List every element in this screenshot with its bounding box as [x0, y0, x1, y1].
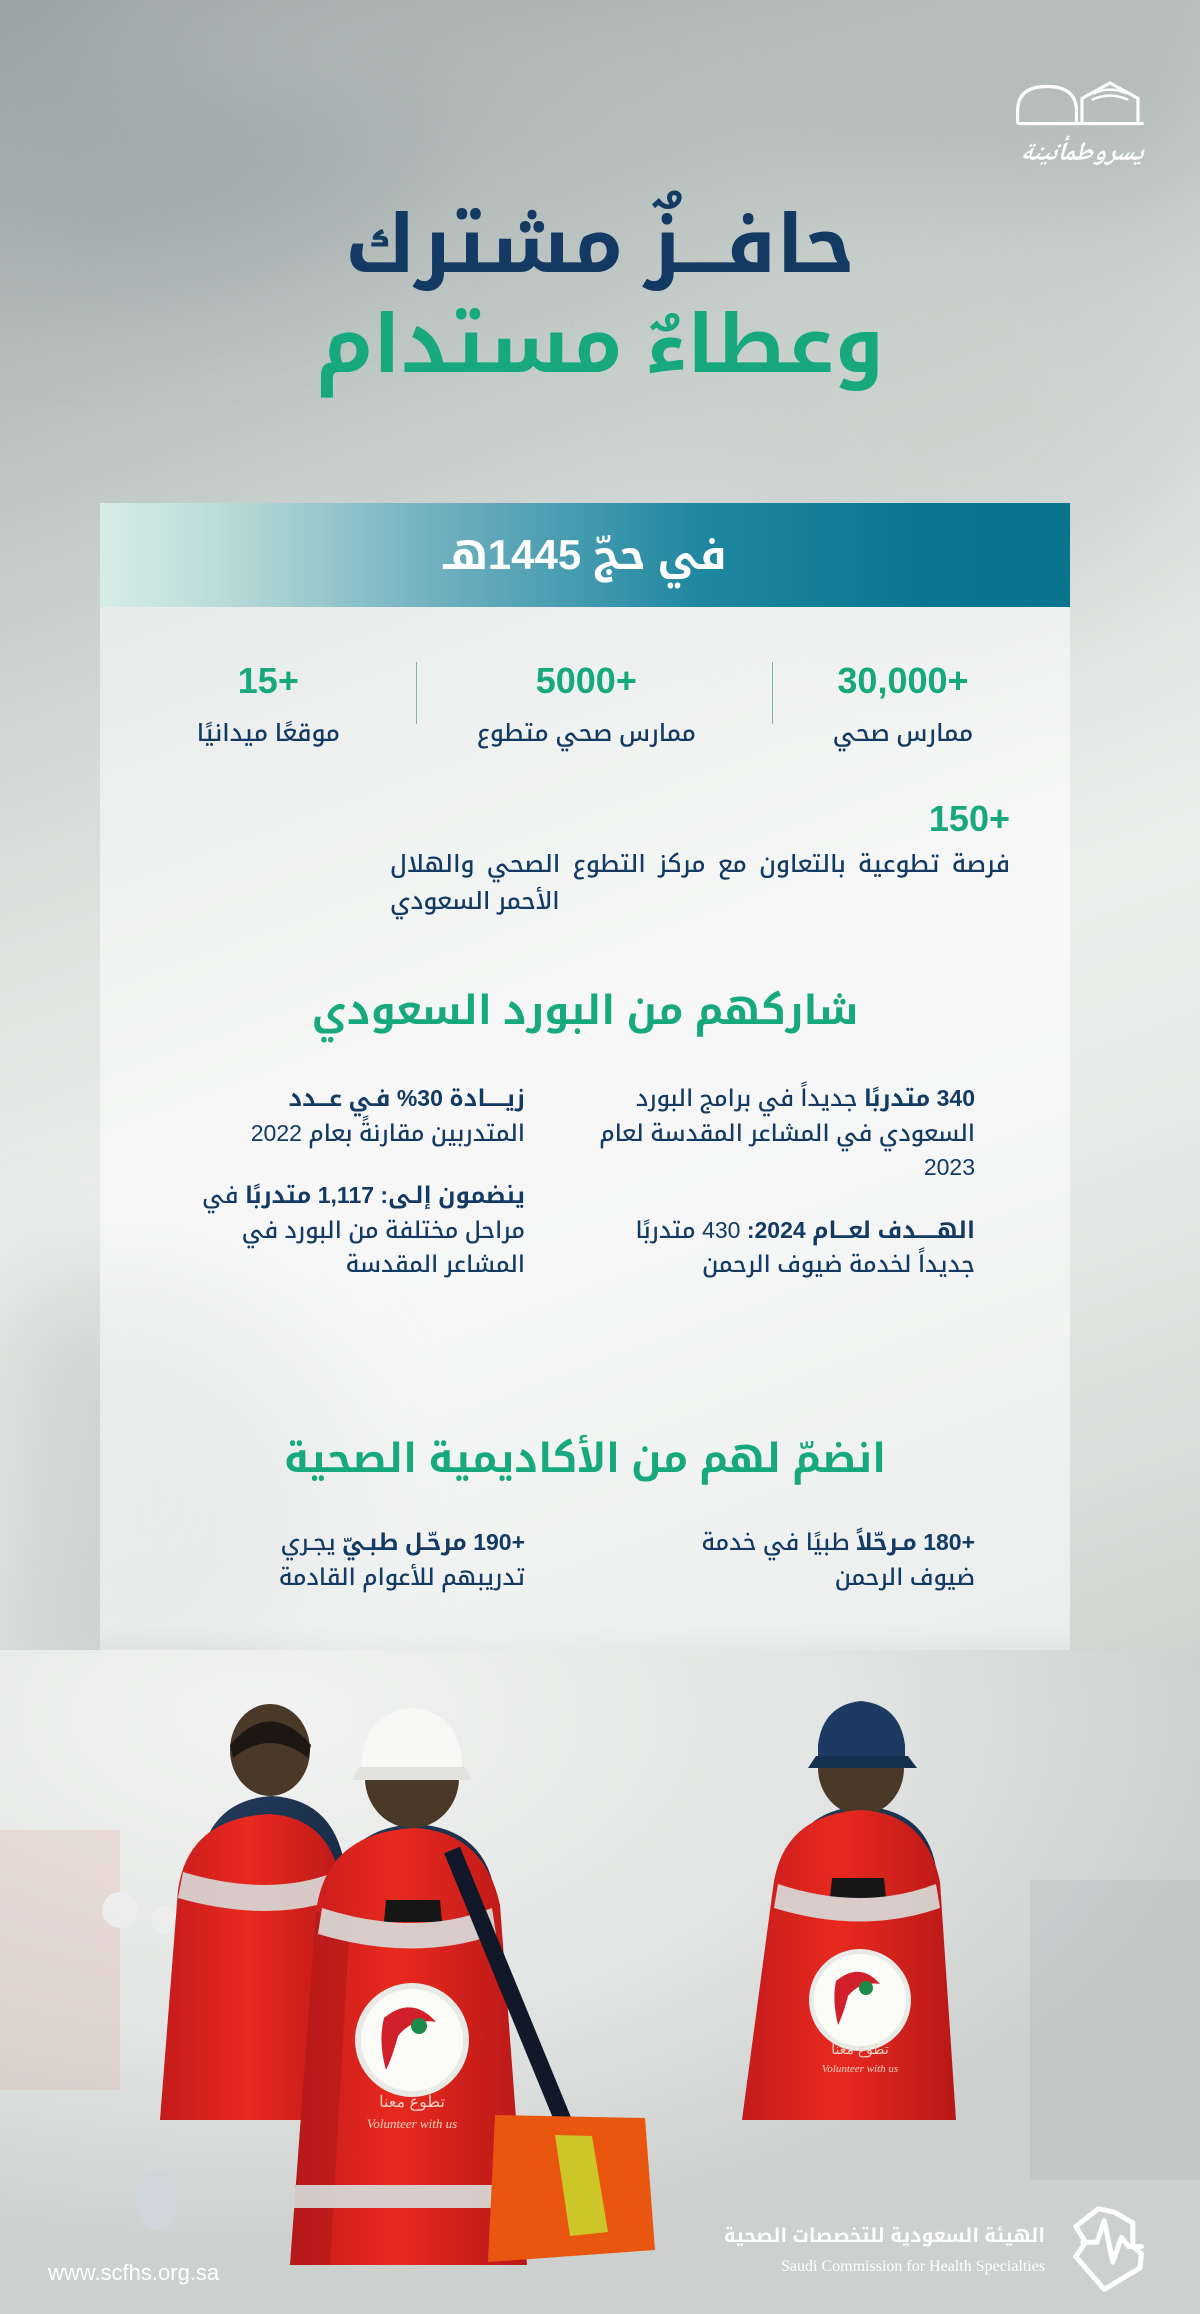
svg-text:تطوع معنا: تطوع معنا	[831, 2041, 889, 2058]
svg-text:Volunteer with us: Volunteer with us	[367, 2116, 457, 2131]
svg-text:تطوع معنا: تطوع معنا	[379, 2094, 445, 2111]
svg-text:Volunteer with us: Volunteer with us	[822, 2063, 898, 2075]
